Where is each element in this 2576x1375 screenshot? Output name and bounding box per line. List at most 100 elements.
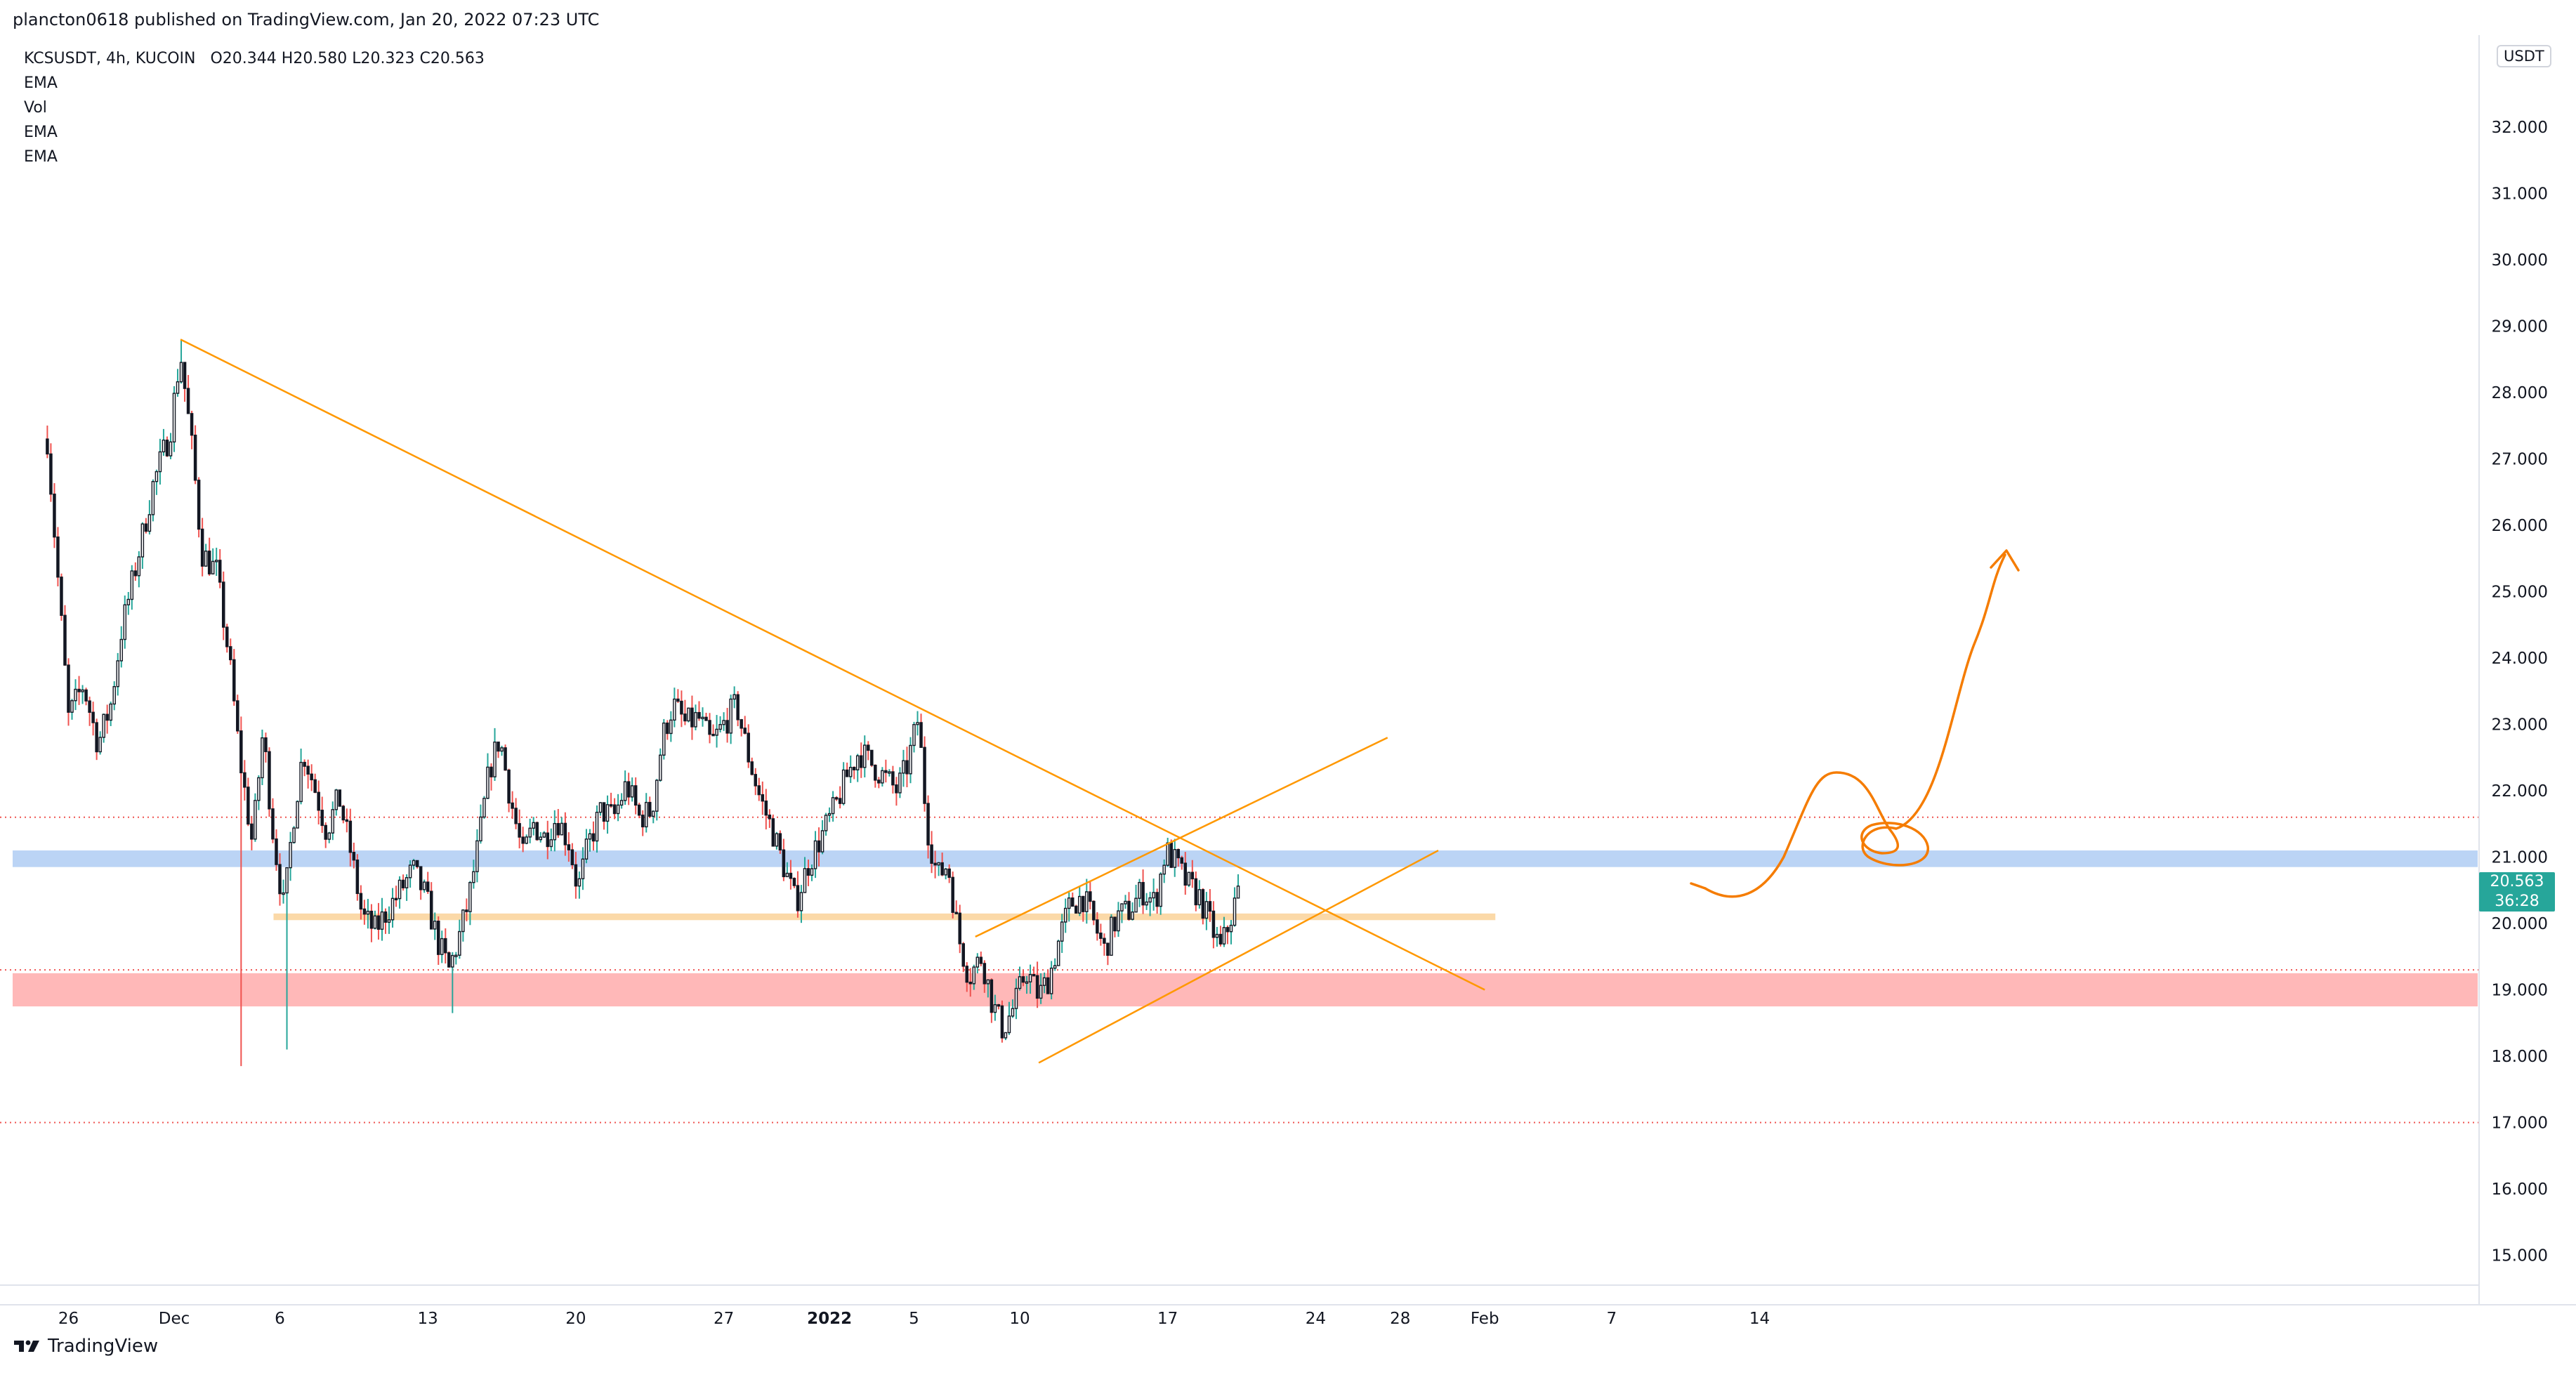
candle-body <box>792 878 796 886</box>
candle-body <box>919 722 923 748</box>
candle-down <box>591 821 596 851</box>
candle-down <box>183 362 187 402</box>
candle-down <box>521 827 525 853</box>
candle-up <box>902 749 905 787</box>
candle-body <box>493 742 497 777</box>
candle-down <box>757 777 761 801</box>
candle-down <box>867 741 870 761</box>
candle-up <box>694 704 697 730</box>
candle-down <box>852 766 856 779</box>
candle-body <box>560 822 564 836</box>
candle-up <box>975 953 980 974</box>
candle-body <box>408 864 412 879</box>
candle-down <box>46 426 49 459</box>
candle-up <box>824 813 828 836</box>
candle-body <box>390 897 395 921</box>
x-axis-ticks: 26 Dec 6 13 20 27 2022 5 10 17 24 28 Feb 7 14 <box>58 1310 1770 1328</box>
candle-body <box>200 528 204 567</box>
candle-body <box>275 838 278 865</box>
candle-body <box>500 747 504 752</box>
candle-body <box>775 833 779 847</box>
y-tick-label: 29.000 <box>2492 318 2548 336</box>
candle-body <box>63 614 67 666</box>
candle-body <box>944 868 947 876</box>
candle-up <box>898 767 902 798</box>
candle-down <box>546 820 550 860</box>
candle-up <box>539 831 542 843</box>
candle-down <box>200 518 204 577</box>
candle-up <box>1159 872 1162 915</box>
candle-body <box>1106 942 1110 956</box>
candle-up <box>1078 886 1082 916</box>
candle-body <box>1070 897 1075 907</box>
candle-body <box>324 824 327 840</box>
candle-up <box>98 731 102 755</box>
candle-down <box>556 809 560 838</box>
candle-down <box>88 697 91 726</box>
candle-down <box>1127 892 1131 921</box>
candle-body <box>612 804 617 815</box>
candle-up <box>162 428 166 456</box>
candle-body <box>1113 916 1117 932</box>
candle-body <box>81 689 84 692</box>
candle-up <box>803 857 807 893</box>
candle-up <box>577 871 581 899</box>
tradingview-logo[interactable]: TradingView <box>13 1336 158 1357</box>
candle-body <box>433 921 437 930</box>
candle-body <box>740 719 743 729</box>
candle-up <box>827 807 832 822</box>
candle-down <box>859 742 863 778</box>
candle-up <box>863 735 867 778</box>
candle-body <box>504 747 507 771</box>
candle-body <box>933 862 937 866</box>
candle-body <box>236 700 239 732</box>
candle-body <box>697 711 701 719</box>
candle-body <box>232 659 236 702</box>
candle-down <box>352 842 356 869</box>
candle-down <box>640 810 645 836</box>
candle-body <box>905 760 909 775</box>
candle-body <box>704 716 708 721</box>
indicator-ema-1[interactable]: EMA <box>24 74 58 92</box>
candle-body <box>158 451 162 473</box>
candle-down <box>563 812 567 856</box>
candle-body <box>926 803 930 846</box>
indicator-ema-2[interactable]: EMA <box>24 124 58 141</box>
candle-down <box>518 809 521 849</box>
candle-down <box>320 796 324 834</box>
candle-body <box>687 707 690 722</box>
currency-selector[interactable]: USDT <box>2497 45 2551 67</box>
candle-body <box>708 720 711 735</box>
candle-body <box>60 577 63 616</box>
candle-body <box>701 716 704 720</box>
candle-up <box>669 711 673 742</box>
candle-down <box>247 777 250 827</box>
brand-name: TradingView <box>48 1336 159 1357</box>
indicator-ema-3[interactable]: EMA <box>24 148 58 166</box>
candle-up <box>810 864 814 881</box>
candle-up <box>1042 972 1046 994</box>
candle-down <box>633 777 638 815</box>
candle-body <box>817 840 821 853</box>
candle-up <box>408 860 412 888</box>
candle-body <box>539 836 542 841</box>
candle-down <box>225 624 229 653</box>
symbol-row[interactable]: KCSUSDT, 4h, KUCOIN O20.344 H20.580 L20.… <box>24 46 485 71</box>
candle-body <box>366 910 370 915</box>
candle-body <box>1046 977 1050 994</box>
candle-body <box>310 773 313 781</box>
candle-body <box>46 438 49 455</box>
candle-down <box>1176 848 1181 867</box>
candle-body <box>1075 905 1078 914</box>
indicator-vol[interactable]: Vol <box>24 99 47 117</box>
candle-body <box>348 820 353 853</box>
candle-body <box>852 767 856 770</box>
candle-down <box>979 952 983 967</box>
candle-up <box>1060 914 1064 953</box>
candle-body <box>895 784 898 794</box>
candle-body <box>870 749 874 766</box>
candle-down <box>507 768 511 813</box>
candle-up <box>331 801 335 841</box>
candle-down <box>355 854 360 901</box>
